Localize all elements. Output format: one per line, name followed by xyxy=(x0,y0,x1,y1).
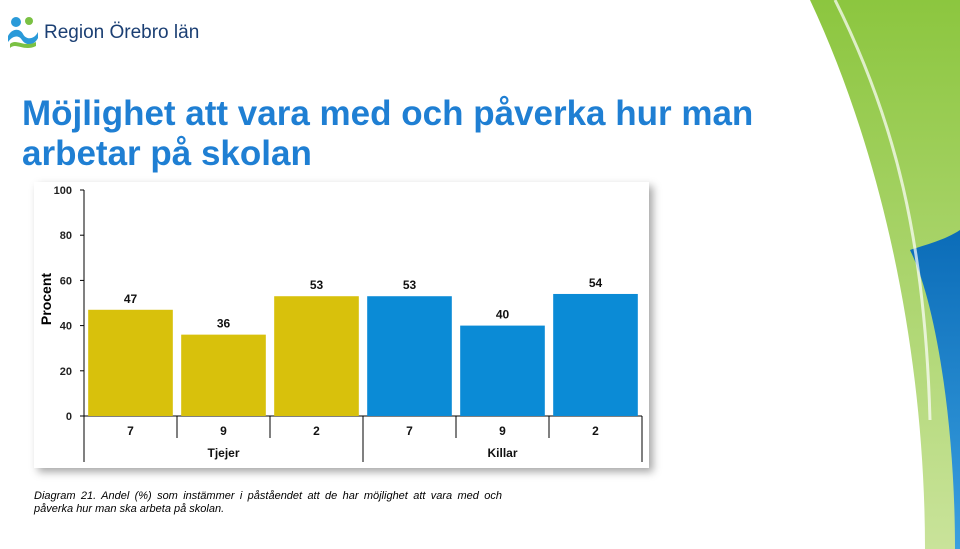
data-label: 36 xyxy=(217,317,231,331)
data-label: 53 xyxy=(403,278,417,292)
x-category-label: 7 xyxy=(127,424,134,438)
logo-text: Region Örebro län xyxy=(44,22,200,43)
x-group-label: Killar xyxy=(487,446,517,460)
bar-killar-7 xyxy=(367,296,452,416)
x-group-label: Tjejer xyxy=(207,446,239,460)
bar-killar-9 xyxy=(460,325,545,416)
x-category-label: 9 xyxy=(220,424,227,438)
bar-tjejer-7 xyxy=(88,309,173,416)
data-label: 40 xyxy=(496,308,510,322)
y-tick-label: 80 xyxy=(60,230,72,242)
data-label: 47 xyxy=(124,292,138,306)
y-axis-title: Procent xyxy=(38,273,54,325)
data-label: 54 xyxy=(589,276,603,290)
bar-chart: 0 20 40 60 80 100 Procent 47 7 36 9 53 2 Tjejer 53 7 40 9… xyxy=(38,185,643,462)
y-tick-label: 60 xyxy=(60,275,72,287)
logo: Region Örebro län xyxy=(6,16,199,50)
page-title: Möjlighet att vara med och påverka hur m… xyxy=(22,94,754,173)
y-tick-label: 100 xyxy=(54,185,72,197)
x-category-label: 2 xyxy=(313,424,320,438)
region-logo-icon xyxy=(8,17,38,48)
x-category-label: 2 xyxy=(592,424,599,438)
chart-caption: Diagram 21. Andel (%) som instämmer i på… xyxy=(34,490,502,515)
y-tick-label: 20 xyxy=(60,366,72,378)
y-tick-label: 40 xyxy=(60,321,72,333)
data-label: 53 xyxy=(310,278,324,292)
x-category-label: 9 xyxy=(499,424,506,438)
bar-killar-2 xyxy=(553,293,638,416)
bar-tjejer-2 xyxy=(274,296,359,416)
x-category-label: 7 xyxy=(406,424,413,438)
bar-tjejer-9 xyxy=(181,334,266,416)
chart-container: 0 20 40 60 80 100 Procent 47 7 36 9 53 2 Tjejer 53 7 40 9… xyxy=(34,182,649,468)
decorative-swoosh xyxy=(810,0,960,549)
y-tick-label: 0 xyxy=(66,411,72,423)
